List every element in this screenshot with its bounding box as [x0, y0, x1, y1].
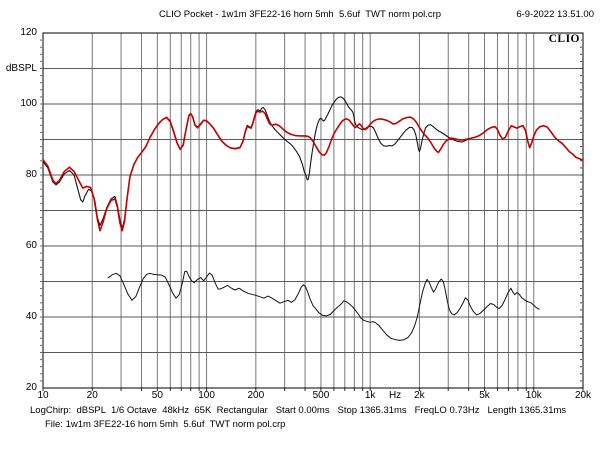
x-tick-label: 10 — [37, 390, 49, 401]
x-tick-label: 20k — [574, 390, 592, 401]
x-tick-label: 500 — [312, 390, 330, 401]
gridlines — [43, 33, 583, 388]
black-trace-response — [42, 96, 584, 229]
x-tick-label: 5k — [479, 390, 490, 401]
x-tick-label: 200 — [247, 390, 265, 401]
measurement-settings-statusbar: LogChirp: dBSPL 1/6 Octave 48kHz 65K Rec… — [30, 405, 567, 416]
clio-logo: CLIO — [547, 33, 581, 45]
window-title: CLIO Pocket - 1w1m 3FE22-16 horn 5mh 5.6… — [158, 9, 442, 20]
file-name-statusbar: File: 1w1m 3FE22-16 horn 5mh 5.6uf TWT n… — [45, 419, 286, 430]
y-tick-label: 60 — [25, 240, 37, 251]
red-trace-response — [42, 110, 584, 232]
response-curves — [42, 96, 584, 341]
black-trace-lower — [107, 270, 540, 341]
x-tick-label: 1k — [364, 390, 376, 401]
x-tick-label: 50 — [151, 390, 163, 401]
y-tick-label: 100 — [20, 98, 37, 109]
x-tick-label: 2k — [414, 390, 425, 401]
x-tick-label: 100 — [198, 390, 215, 401]
x-tick-label: 10k — [525, 390, 542, 401]
y-tick-label: 20 — [25, 382, 37, 393]
x-axis-unit-label: Hz — [388, 390, 402, 401]
y-tick-label: 80 — [25, 169, 37, 180]
x-tick-label: 20 — [86, 390, 98, 401]
y-tick-label: 120 — [20, 27, 37, 38]
y-tick-label: 40 — [25, 311, 37, 322]
plot-border — [42, 32, 584, 389]
y-axis-unit-label: dBSPL — [5, 62, 37, 74]
axis-ticks — [40, 39, 584, 391]
measurement-date: 6-9-2022 13.51.00 — [516, 9, 594, 20]
